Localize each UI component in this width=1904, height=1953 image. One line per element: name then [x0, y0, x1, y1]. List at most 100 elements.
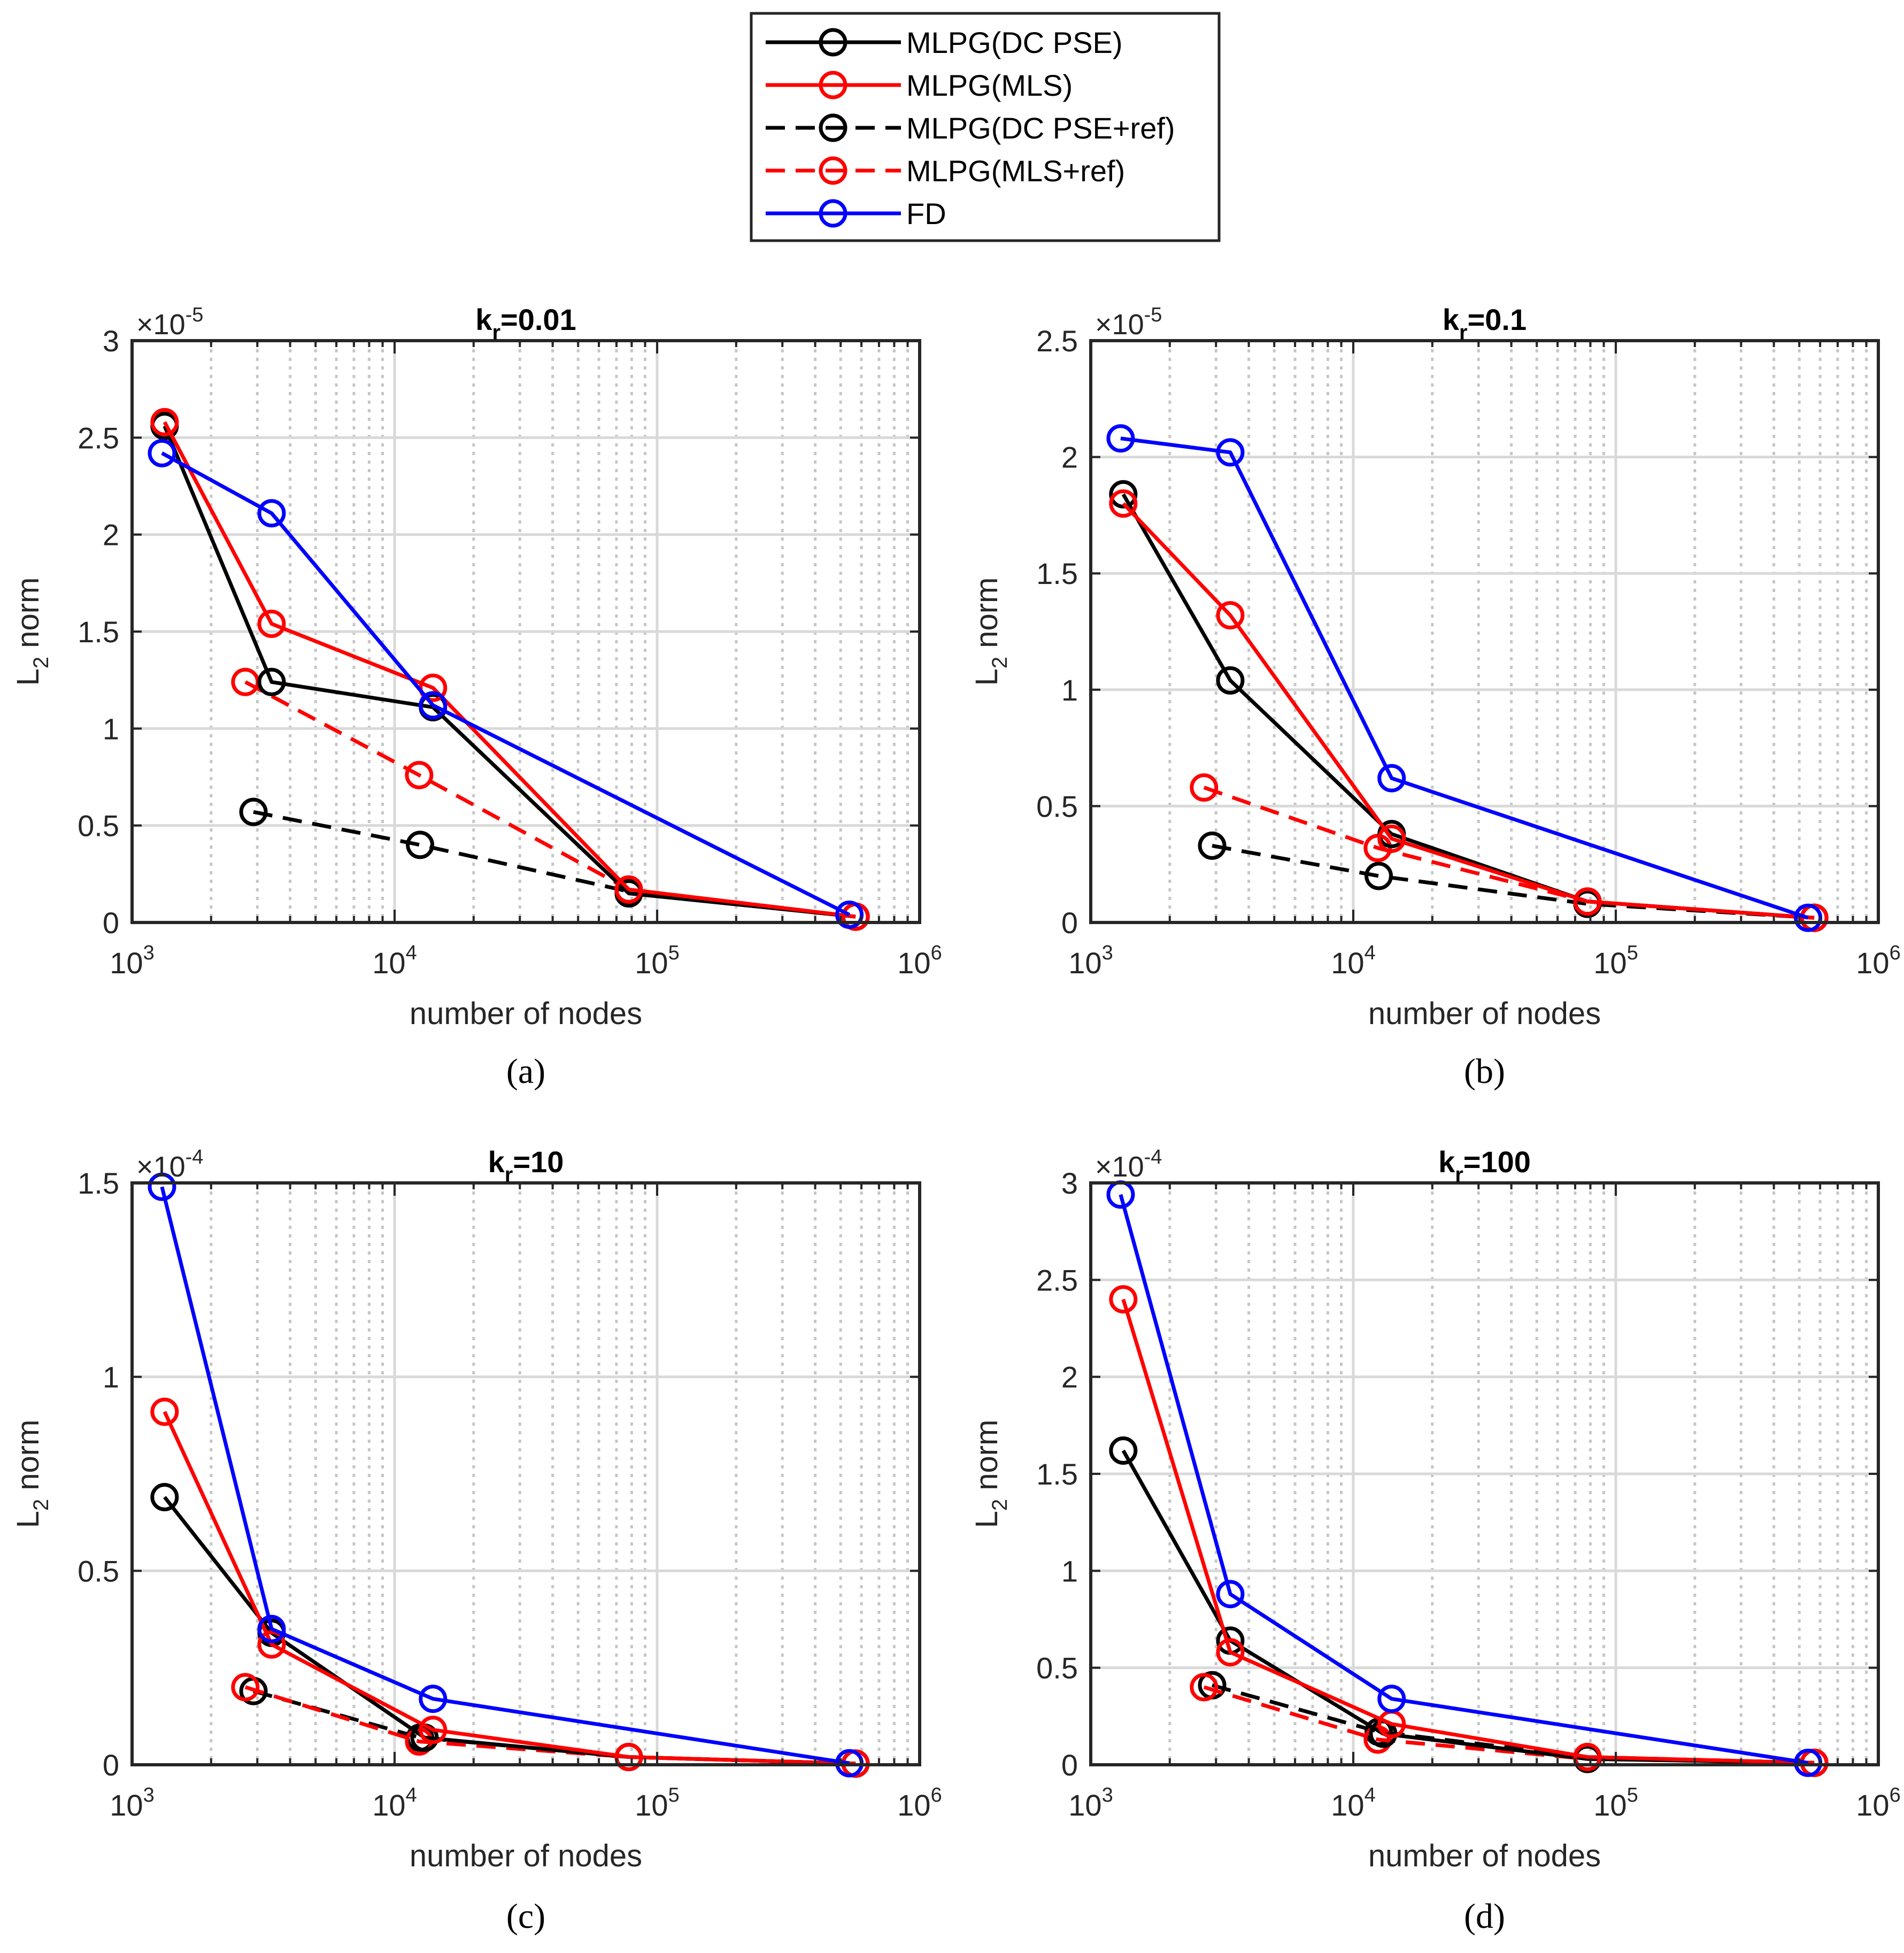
y-tick-label: 0 [1061, 906, 1078, 940]
data-point [148, 439, 176, 467]
data-point [150, 407, 179, 436]
series-line [161, 451, 851, 917]
multiplier-base: ×10 [1095, 309, 1144, 341]
x-tick-exponent: 4 [1365, 1784, 1376, 1806]
legend-item: MLPG(DC PSE+ref) [766, 111, 1175, 145]
series [1109, 489, 1829, 932]
x-tick-label: 106 [1856, 942, 1900, 980]
series-line [1203, 1685, 1815, 1765]
y-axis-label: L2 norm [11, 578, 53, 686]
x-tick-base: 10 [1856, 946, 1889, 980]
title-main: k [1443, 303, 1460, 336]
x-tick-exponent: 4 [1365, 942, 1376, 964]
data-point [835, 900, 864, 929]
data-point [257, 1614, 286, 1643]
multiplier-exponent: -4 [186, 1146, 204, 1168]
y-tick-label: 0.5 [78, 809, 119, 843]
x-tick-base: 10 [1068, 1788, 1101, 1822]
legend-marker [819, 199, 847, 228]
x-tick-base: 10 [372, 1788, 405, 1822]
data-point [406, 831, 435, 859]
x-tick-exponent: 6 [931, 1784, 942, 1806]
data-point [257, 609, 286, 638]
legend: MLPG(DC PSE) MLPG(MLS) MLPG(DC PSE+ref) MLP… [750, 12, 1221, 242]
series [148, 439, 864, 929]
ylabel-subscript: 2 [29, 1499, 53, 1511]
data-point [150, 1483, 179, 1512]
ylabel-main: L [969, 668, 1004, 686]
y-tick-label: 1.5 [78, 615, 119, 649]
ylabel-main: L [969, 1511, 1004, 1528]
data-point [1198, 831, 1227, 860]
x-tick-label: 105 [1593, 1784, 1638, 1822]
x-tick-base: 10 [1856, 1788, 1889, 1822]
ylabel-rest: norm [969, 578, 1004, 657]
y-tick-label: 2.5 [78, 421, 119, 455]
title-main: k [475, 303, 492, 336]
data-point [1190, 773, 1219, 802]
chart-title: kr=0.01 [475, 303, 576, 344]
x-tick-label: 105 [1593, 942, 1638, 980]
x-tick-label: 103 [1068, 1784, 1113, 1822]
chart-title: kr=100 [1438, 1145, 1531, 1187]
axis-multiplier: ×10-5 [136, 304, 203, 341]
data-point [1109, 1285, 1138, 1314]
y-axis-label: L2 norm [11, 1420, 53, 1528]
ylabel-rest: norm [11, 578, 45, 657]
y-tick-label: 2 [1061, 441, 1078, 474]
panel-caption: (c) [506, 1897, 545, 1936]
series-line [163, 421, 856, 919]
series-line [1120, 436, 1809, 920]
x-tick-base: 10 [897, 1788, 930, 1822]
ticks [1090, 1182, 1879, 1766]
axis-multiplier: ×10-4 [136, 1146, 203, 1183]
ylabel-subscript: 2 [29, 657, 53, 668]
data-point [257, 1630, 286, 1659]
y-tick-label: 1 [1061, 1554, 1078, 1588]
title-subscript: r [492, 321, 500, 344]
title-rest: =0.01 [500, 303, 576, 336]
ylabel-subscript: 2 [988, 657, 1012, 668]
legend-label: FD [906, 197, 946, 230]
x-tick-base: 10 [635, 946, 668, 980]
x-tick-label: 103 [1068, 942, 1113, 980]
title-subscript: r [1459, 321, 1468, 344]
ticks [131, 340, 921, 924]
title-rest: =100 [1463, 1145, 1531, 1179]
data-point [419, 1716, 448, 1744]
ylabel-main: L [11, 668, 45, 686]
ylabel-rest: norm [969, 1420, 1004, 1499]
title-rest: =0.1 [1468, 303, 1527, 336]
x-tick-label: 104 [1331, 1784, 1375, 1822]
y-tick-label: 0.5 [1036, 1651, 1078, 1685]
x-tick-base: 10 [635, 1788, 668, 1822]
axes-frame [130, 1181, 921, 1766]
x-axis-label: number of nodes [1368, 996, 1601, 1031]
data-point [1106, 424, 1135, 453]
x-axis-label: number of nodes [410, 1839, 642, 1873]
y-tick-label: 1 [1061, 673, 1078, 707]
legend-label: MLPG(MLS) [906, 68, 1073, 102]
x-tick-base: 10 [110, 1788, 143, 1822]
x-tick-exponent: 4 [406, 942, 417, 964]
multiplier-base: ×10 [136, 309, 186, 341]
y-tick-label: 0.5 [1036, 789, 1078, 823]
x-tick-base: 10 [1331, 1788, 1364, 1822]
y-tick-label: 1 [103, 712, 119, 745]
ylabel-subscript: 2 [988, 1499, 1012, 1511]
data-point [1216, 1580, 1245, 1609]
data-point [419, 1685, 448, 1713]
grid [1091, 1183, 1878, 1765]
multiplier-exponent: -4 [1144, 1146, 1162, 1168]
x-tick-label: 104 [372, 942, 417, 980]
legend-item: MLPG(MLS) [766, 68, 1073, 102]
data-point [1216, 1638, 1245, 1667]
legend-label: MLPG(DC PSE+ref) [906, 111, 1175, 145]
grid [132, 341, 920, 922]
data-point [1377, 824, 1406, 853]
series [1106, 424, 1823, 932]
y-tick-label: 1 [103, 1360, 119, 1394]
data-point [1377, 764, 1406, 793]
